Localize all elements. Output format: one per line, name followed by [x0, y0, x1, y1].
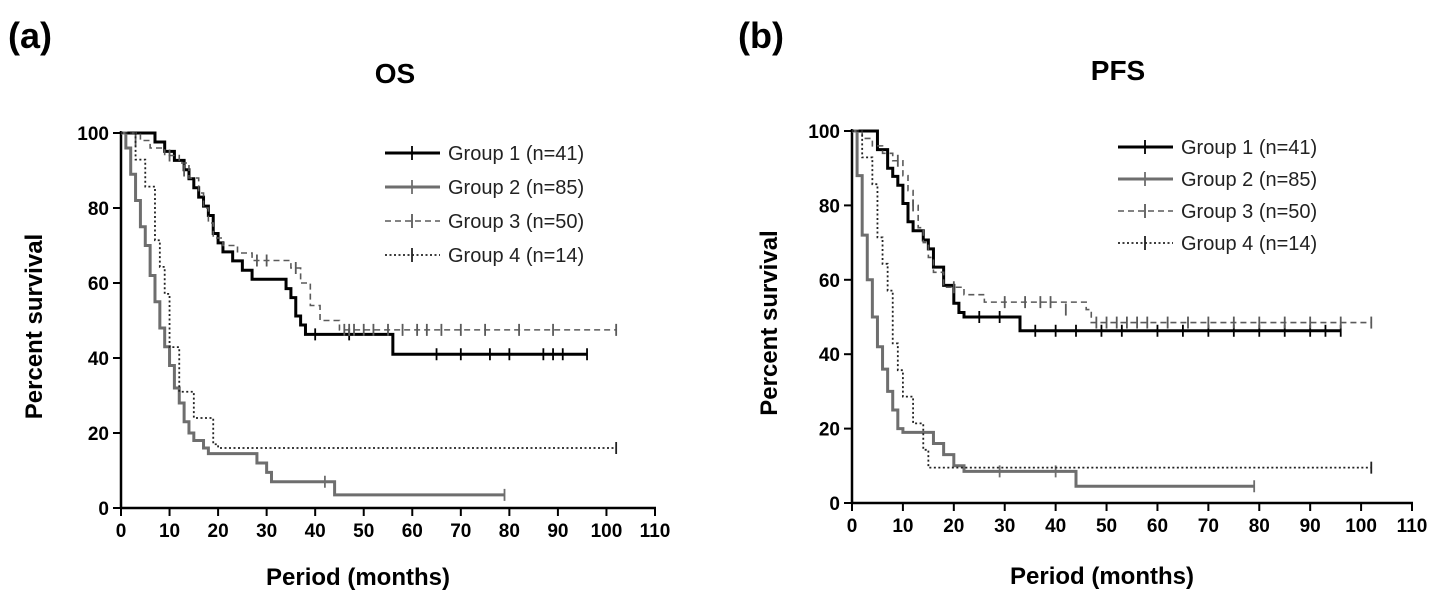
series-group-4 — [121, 132, 618, 454]
x-tick-label: 50 — [353, 521, 374, 542]
x-tick-label: 100 — [591, 521, 623, 542]
x-tick-label: 80 — [1249, 516, 1270, 537]
series-line-4 — [852, 130, 1372, 469]
y-tick-label: 0 — [829, 494, 840, 515]
x-tick-label: 110 — [640, 521, 671, 542]
x-tick-label: 0 — [847, 516, 858, 537]
legend-label: Group 1 (n=41) — [448, 143, 584, 165]
legend-item-4: Group 4 (n=14) — [385, 245, 584, 267]
legend-label: Group 1 (n=41) — [1181, 137, 1317, 159]
x-tick-label: 40 — [1045, 516, 1066, 537]
x-tick-label: 100 — [1345, 516, 1377, 537]
series-line-3 — [852, 130, 1372, 324]
x-tick-label: 50 — [1096, 516, 1117, 537]
y-tick-label: 40 — [88, 349, 109, 370]
legend-item-4: Group 4 (n=14) — [1118, 233, 1317, 255]
series-line-2 — [121, 131, 505, 497]
chart-title: OS — [375, 58, 415, 89]
x-tick-label: 30 — [256, 521, 277, 542]
legend-label: Group 2 (n=85) — [448, 177, 584, 199]
series-group-3 — [121, 132, 618, 336]
legend-item-2: Group 2 (n=85) — [1118, 169, 1317, 191]
x-tick-label: 10 — [159, 521, 180, 542]
x-tick-label: 70 — [450, 521, 471, 542]
series-line-1 — [852, 129, 1341, 333]
series-line-1 — [121, 131, 588, 356]
y-tick-label: 40 — [819, 345, 840, 366]
x-tick-label: 10 — [892, 516, 913, 537]
x-tick-label: 40 — [305, 521, 326, 542]
series-group-2 — [121, 131, 506, 501]
y-axis-label: Percent survival — [756, 230, 783, 415]
x-tick-label: 0 — [116, 521, 127, 542]
legend-item-1: Group 1 (n=41) — [385, 143, 584, 165]
x-tick-label: 60 — [402, 521, 423, 542]
legend-item-2: Group 2 (n=85) — [385, 177, 584, 199]
x-tick-label: 20 — [943, 516, 964, 537]
x-tick-label: 110 — [1397, 516, 1428, 537]
x-tick-label: 60 — [1147, 516, 1168, 537]
legend-label: Group 4 (n=14) — [448, 245, 584, 267]
y-tick-label: 60 — [88, 274, 109, 295]
x-tick-label: 80 — [499, 521, 520, 542]
x-axis-label: Period (months) — [266, 564, 450, 591]
legend-item-3: Group 3 (n=50) — [1118, 201, 1317, 223]
panel-label: (a) — [8, 15, 52, 56]
x-tick-label: 90 — [1300, 516, 1321, 537]
panel-label: (b) — [738, 15, 784, 56]
legend-label: Group 3 (n=50) — [448, 211, 584, 233]
os-chart: (a) OS 0 20 40 60 80 100 0 10 20 30 40 50 60 70 80 90 100 1… — [8, 15, 670, 591]
x-tick-label: 30 — [994, 516, 1015, 537]
y-tick-label: 100 — [77, 124, 109, 145]
y-tick-label: 80 — [819, 196, 840, 217]
y-tick-label: 0 — [98, 499, 109, 520]
y-tick-label: 20 — [819, 420, 840, 441]
chart-title: PFS — [1091, 55, 1145, 86]
legend-label: Group 3 (n=50) — [1181, 201, 1317, 223]
series-line-2 — [852, 129, 1255, 488]
y-tick-label: 20 — [88, 424, 109, 445]
series-group-1 — [121, 131, 588, 361]
legend-label: Group 2 (n=85) — [1181, 169, 1317, 191]
y-tick-label: 100 — [808, 122, 840, 143]
y-tick-label: 80 — [88, 199, 109, 220]
x-tick-label: 20 — [208, 521, 229, 542]
series-line-4 — [121, 132, 617, 449]
legend-item-3: Group 3 (n=50) — [385, 211, 584, 233]
x-tick-label: 90 — [547, 521, 568, 542]
x-axis-label: Period (months) — [1010, 563, 1194, 590]
series-group-4 — [852, 130, 1373, 474]
pfs-chart: (b) PFS 0 20 40 60 80 100 0 10 20 30 40 50 60 70 80 90 100… — [738, 15, 1427, 590]
legend-item-1: Group 1 (n=41) — [1118, 137, 1317, 159]
legend-label: Group 4 (n=14) — [1181, 233, 1317, 255]
x-tick-label: 70 — [1198, 516, 1219, 537]
y-axis-label: Percent survival — [21, 234, 48, 419]
y-tick-label: 60 — [819, 271, 840, 292]
series-group-3 — [852, 130, 1373, 329]
